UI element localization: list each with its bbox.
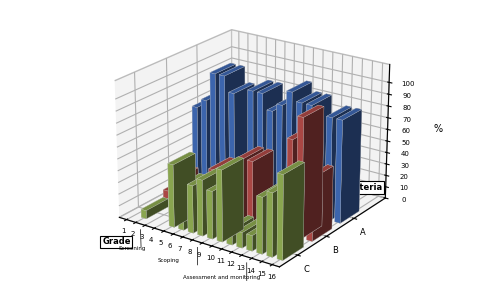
Text: Criteria: Criteria (346, 183, 382, 192)
Text: Grade: Grade (102, 237, 130, 246)
